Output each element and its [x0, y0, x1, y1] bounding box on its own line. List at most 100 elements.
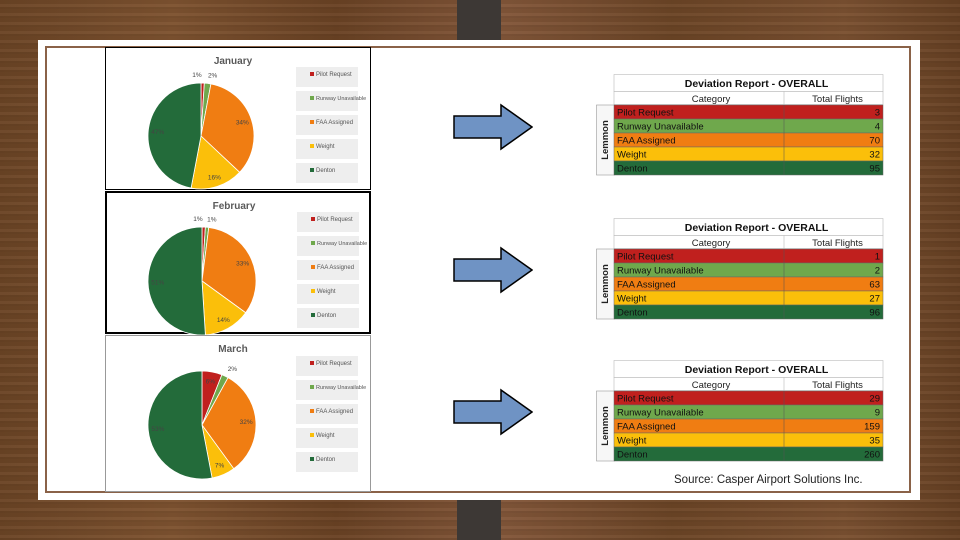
pie-data-label: 16% [208, 174, 221, 181]
table-cell-category: Denton [617, 164, 648, 175]
side-label: Lemmon [600, 120, 611, 160]
source-note: Source: Casper Airport Solutions Inc. [674, 474, 863, 486]
table-cell-value: 63 [869, 280, 880, 291]
table-cell-value: 159 [864, 422, 880, 433]
legend-swatch [310, 433, 314, 437]
pie-slice [201, 377, 257, 470]
pie-chart-january: January 1% 2% 34% 16% 47% Pilot Request Runway … [147, 56, 366, 190]
table-cell-value: 2 [875, 266, 880, 277]
legend-swatch [310, 361, 314, 365]
column-header: Category [692, 380, 731, 391]
legend-swatch [311, 217, 315, 221]
pie-panel-february: February 1% 1% 33% 14% 51% Pilot Request Runway… [105, 191, 371, 336]
pie-panel-march: March 6% 2% 32% 7% 53% Pilot Request Runway Una… [105, 335, 371, 492]
column-header: Category [692, 94, 731, 105]
table-cell-value: 9 [875, 408, 880, 419]
column-header: Total Flights [812, 94, 863, 105]
table-cell-category: Weight [617, 150, 647, 161]
legend-label: Pilot Request [317, 217, 353, 223]
legend-swatch [311, 313, 315, 317]
legend-label: Denton [316, 168, 335, 174]
table-cell-value: 1 [875, 252, 880, 263]
table-cell-value: 27 [869, 294, 880, 305]
pie-slice [200, 83, 255, 173]
header-row [613, 377, 884, 391]
legend-swatch [310, 457, 314, 461]
pie-data-label: 2% [228, 366, 238, 373]
binder-strap-bottom [457, 500, 501, 540]
table-cell-category: Weight [617, 294, 647, 305]
right-arrow-icon [453, 388, 533, 436]
table-cell-category: Runway Unavailable [617, 408, 704, 419]
pie-data-label: 34% [236, 120, 249, 127]
legend-swatch [310, 96, 314, 100]
pie-data-label: 51% [151, 279, 164, 286]
side-label: Lemmon [600, 264, 611, 304]
deviation-table-1: Lemmon Deviation Report - OVERALL Category… [596, 74, 884, 176]
legend-label: FAA Assigned [316, 120, 353, 126]
table-title: Deviation Report - OVERALL [685, 222, 829, 234]
table-cell-category: Denton [617, 308, 648, 319]
deviation-table-2: Lemmon Deviation Report - OVERALL Category… [596, 218, 884, 320]
table-row [613, 290, 884, 306]
binder-strap-top [457, 0, 501, 40]
legend-label: FAA Assigned [316, 409, 353, 415]
table-cell-category: Weight [617, 436, 647, 447]
pie-data-label: 14% [217, 317, 230, 324]
pie-slice [201, 226, 257, 314]
side-label: Lemmon [600, 406, 611, 446]
legend-label: Runway Unavailable [317, 241, 367, 247]
pie-data-label: 6% [206, 379, 216, 386]
pie-slice [147, 226, 206, 336]
table-cell-value: 95 [869, 164, 880, 175]
pie-panel-january: January 1% 2% 34% 16% 47% Pilot Request Runway … [105, 47, 371, 190]
table-row [613, 304, 884, 320]
chart-title: March [218, 344, 247, 355]
table-cell-value: 32 [869, 150, 880, 161]
pie-data-label: 47% [151, 129, 164, 136]
legend-label: Runway Unavailable [316, 385, 366, 391]
table-cell-value: 29 [869, 394, 880, 405]
table-cell-value: 35 [869, 436, 880, 447]
slide-frame [45, 46, 911, 493]
pie-slice [190, 135, 241, 190]
table-cell-value: 3 [875, 108, 880, 119]
legend-swatch [310, 120, 314, 124]
pie-slice [147, 82, 202, 189]
chart-title: February [213, 201, 256, 212]
legend-swatch [310, 72, 314, 76]
table-cell-value: 4 [875, 122, 880, 133]
pie-chart-march: March 6% 2% 32% 7% 53% Pilot Request Runway Una… [147, 344, 366, 480]
deviation-table-3: Lemmon Deviation Report - OVERALL Category… [596, 360, 884, 462]
pie-data-label: 32% [240, 419, 253, 426]
legend-label: FAA Assigned [317, 265, 354, 271]
right-arrow-icon [453, 103, 533, 151]
legend-swatch [310, 385, 314, 389]
chart-title: January [214, 56, 253, 67]
legend-label: Runway Unavailable [316, 96, 366, 102]
column-header: Total Flights [812, 238, 863, 249]
table-cell-value: 70 [869, 136, 880, 147]
table-cell-category: Pilot Request [617, 252, 674, 263]
table-cell-category: Pilot Request [617, 108, 674, 119]
pie-data-label: 1% [193, 216, 203, 223]
table-title: Deviation Report - OVERALL [685, 78, 829, 90]
pie-data-label: 1% [207, 216, 217, 223]
legend-label: Weight [316, 433, 335, 439]
table-cell-value: 260 [864, 450, 880, 461]
table-cell-category: FAA Assigned [617, 136, 676, 147]
right-arrow-icon [453, 246, 533, 294]
column-header: Category [692, 238, 731, 249]
table-cell-category: FAA Assigned [617, 280, 676, 291]
pie-data-label: 2% [208, 72, 218, 79]
legend-label: Weight [316, 144, 335, 150]
legend-label: Denton [316, 457, 335, 463]
legend-swatch [310, 144, 314, 148]
column-header: Total Flights [812, 380, 863, 391]
pie-data-label: 7% [215, 463, 225, 470]
table-row [613, 146, 884, 162]
table-cell-category: Runway Unavailable [617, 122, 704, 133]
table-cell-category: Denton [617, 450, 648, 461]
table-cell-value: 96 [869, 308, 880, 319]
legend-swatch [311, 265, 315, 269]
